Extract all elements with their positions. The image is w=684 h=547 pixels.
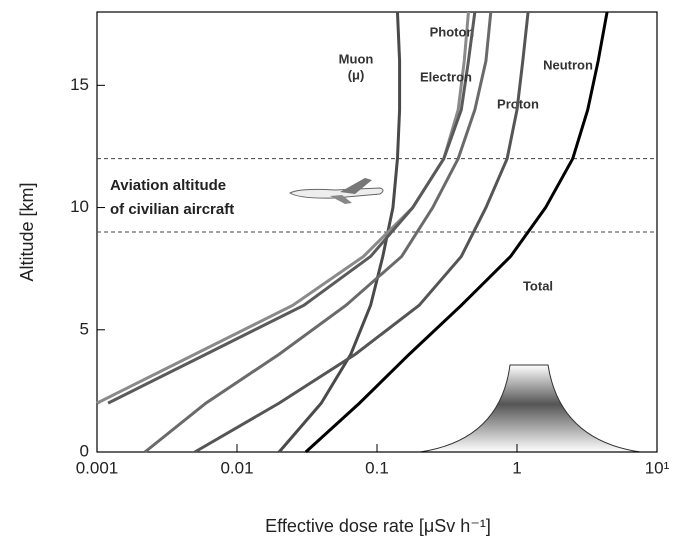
x-tick-label: 0.1 bbox=[365, 458, 389, 477]
airplane-icon bbox=[288, 178, 384, 204]
x-axis-label: Effective dose rate [μSv h⁻¹] bbox=[265, 516, 491, 536]
curve-label: Photon bbox=[430, 24, 475, 39]
annotation: of civilian aircraft bbox=[110, 201, 234, 218]
curve bbox=[194, 11, 530, 454]
annotation: Aviation altitude bbox=[110, 177, 226, 194]
x-tick-label: 1 bbox=[512, 458, 521, 477]
curve-label: (μ) bbox=[348, 67, 365, 82]
curve-label: Muon bbox=[339, 51, 374, 66]
y-tick-label: 5 bbox=[80, 319, 89, 338]
y-axis-label: Altitude [km] bbox=[17, 182, 37, 281]
curve bbox=[304, 11, 609, 454]
x-tick-label: 0.001 bbox=[76, 458, 119, 477]
y-tick-label: 10 bbox=[70, 197, 89, 216]
mountain-icon bbox=[419, 364, 641, 453]
y-tick-label: 0 bbox=[80, 441, 89, 460]
curve-label: Neutron bbox=[543, 57, 593, 72]
curve-label: Electron bbox=[420, 69, 472, 84]
curve bbox=[107, 11, 477, 405]
x-tick-label: 10¹ bbox=[645, 458, 670, 477]
x-tick-label: 0.01 bbox=[220, 458, 253, 477]
y-tick-label: 15 bbox=[70, 75, 89, 94]
curve bbox=[278, 11, 402, 453]
curve bbox=[144, 11, 493, 454]
curve-label: Total bbox=[523, 278, 553, 293]
